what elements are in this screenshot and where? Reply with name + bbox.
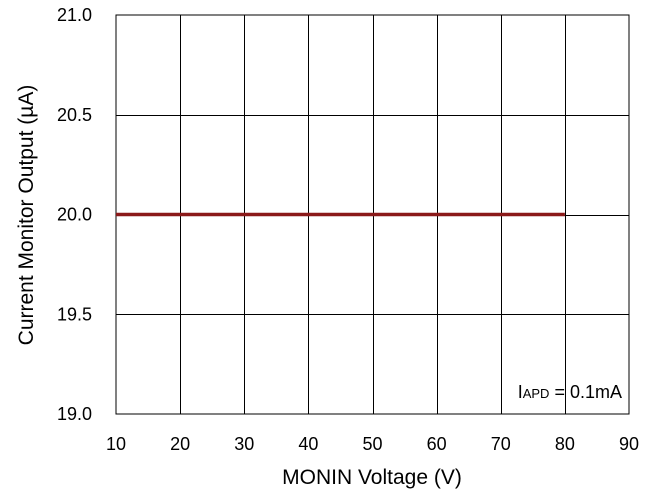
iapd-annotation: IAPD = 0.1mA xyxy=(518,382,622,402)
x-tick-label: 30 xyxy=(234,434,254,454)
y-axis-label: Current Monitor Output (µA) xyxy=(15,85,38,346)
x-tick-label: 60 xyxy=(427,434,447,454)
x-tick-label: 90 xyxy=(619,434,639,454)
annotation-subscript: APD xyxy=(523,386,550,401)
x-tick-label: 10 xyxy=(106,434,126,454)
y-tick-label: 19.5 xyxy=(57,304,92,324)
x-tick-label: 40 xyxy=(298,434,318,454)
x-tick-label: 20 xyxy=(170,434,190,454)
annotation-value: = 0.1mA xyxy=(549,382,622,402)
y-tick-label: 20.5 xyxy=(57,105,92,125)
y-tick-label: 21.0 xyxy=(57,5,92,25)
annotation-main: I xyxy=(518,382,523,402)
y-tick-labels: 19.0 19.5 20.0 20.5 21.0 xyxy=(57,5,92,424)
y-tick-label: 20.0 xyxy=(57,205,92,225)
x-axis-label: MONIN Voltage (V) xyxy=(282,466,462,489)
x-tick-label: 70 xyxy=(491,434,511,454)
x-tick-label: 50 xyxy=(362,434,382,454)
y-tick-label: 19.0 xyxy=(57,404,92,424)
x-tick-labels: 10 20 30 40 50 60 70 80 90 xyxy=(106,434,639,454)
x-tick-label: 80 xyxy=(555,434,575,454)
